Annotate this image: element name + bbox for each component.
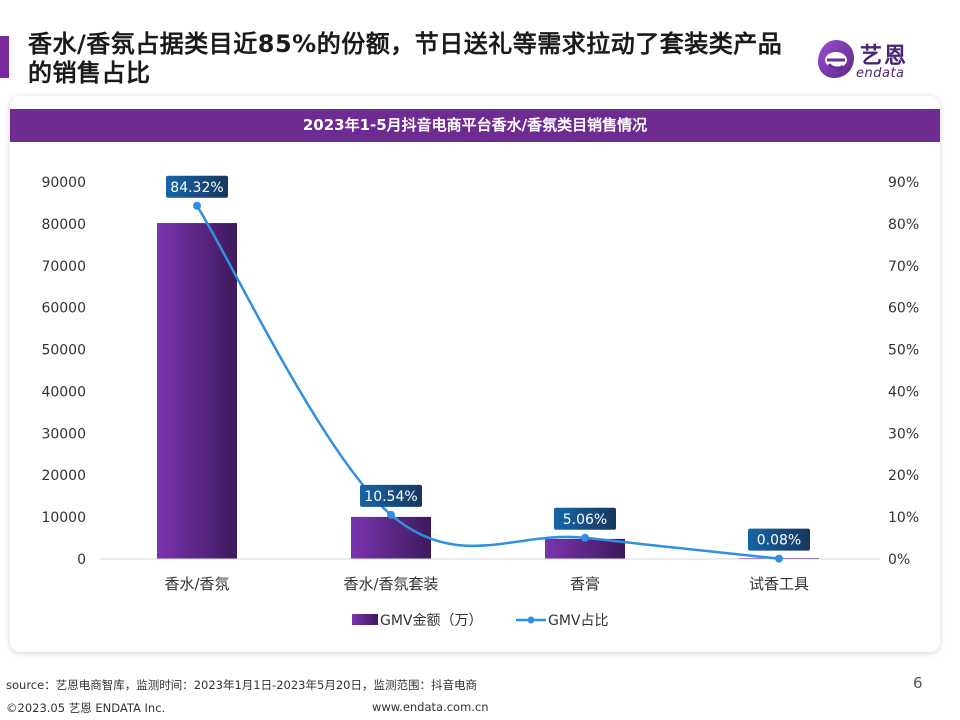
line-series-points bbox=[193, 201, 783, 563]
data-label-box bbox=[554, 507, 616, 530]
x-tick-label: 香水/香氛套装 bbox=[343, 575, 438, 593]
y2-tick-label: 80% bbox=[888, 217, 919, 233]
data-label-box bbox=[360, 484, 422, 507]
chart-title: 2023年1-5月抖音电商平台香水/香氛类目销售情况 bbox=[10, 109, 940, 142]
y-tick-label: 60000 bbox=[41, 301, 86, 317]
y2-tick-label: 40% bbox=[888, 384, 919, 400]
legend-bar-label: GMV金额（万） bbox=[380, 613, 483, 629]
y2-tick-label: 10% bbox=[888, 510, 919, 526]
x-tick-label: 试香工具 bbox=[749, 575, 809, 593]
title-accent-bar bbox=[0, 36, 9, 78]
bar bbox=[157, 223, 237, 559]
y2-tick-label: 30% bbox=[888, 426, 919, 442]
footer-url[interactable]: www.endata.com.cn bbox=[372, 700, 489, 714]
line-point bbox=[581, 533, 589, 542]
data-label-box bbox=[166, 175, 228, 198]
y-tick-label: 50000 bbox=[41, 343, 86, 359]
data-labels: 84.32% 10.54% 5.06% 0.08% bbox=[166, 175, 810, 551]
data-label: 5.06% bbox=[563, 512, 607, 528]
legend-bar-swatch bbox=[352, 614, 378, 625]
line-series-path bbox=[195, 205, 780, 560]
logo-mark-icon bbox=[818, 40, 854, 78]
legend-line-label: GMV占比 bbox=[548, 613, 609, 629]
y-axis-right: 0% 10% 20% 30% 40% 50% 60% 70% 80% 90% bbox=[888, 175, 919, 568]
footer-copyright: ©2023.05 艺恩 ENDATA Inc. bbox=[6, 701, 166, 715]
y-tick-label: 80000 bbox=[41, 217, 86, 233]
y-tick-label: 20000 bbox=[41, 468, 86, 484]
logo-subtitle: endata bbox=[856, 66, 905, 81]
y2-tick-label: 50% bbox=[888, 343, 919, 359]
y-tick-label: 0 bbox=[77, 552, 86, 568]
y-axis-left: 0 10000 20000 30000 40000 50000 60000 70000 8000… bbox=[41, 175, 86, 568]
y-tick-label: 40000 bbox=[41, 384, 86, 400]
x-axis-labels: 香水/香氛 香水/香氛套装 香膏 试香工具 bbox=[164, 575, 809, 593]
data-label: 10.54% bbox=[364, 489, 417, 505]
x-tick-label: 香水/香氛 bbox=[164, 575, 229, 593]
logo-name: 艺恩 bbox=[860, 44, 909, 69]
y-tick-label: 90000 bbox=[41, 175, 86, 191]
data-label: 84.32% bbox=[170, 180, 223, 196]
data-label-box bbox=[748, 528, 810, 551]
y-tick-label: 30000 bbox=[41, 426, 86, 442]
logo: 艺恩 endata bbox=[816, 36, 936, 86]
y2-tick-label: 0% bbox=[888, 552, 910, 568]
line-point bbox=[387, 510, 395, 519]
bar-series bbox=[157, 223, 819, 559]
footer-source: source：艺恩电商智库，监测时间：2023年1月1日-2023年5月20日，… bbox=[6, 678, 477, 692]
bar bbox=[351, 516, 431, 559]
y-tick-label: 10000 bbox=[41, 510, 86, 526]
bar bbox=[545, 538, 625, 559]
data-label: 0.08% bbox=[757, 533, 801, 549]
y2-tick-label: 20% bbox=[888, 468, 919, 484]
y2-tick-label: 60% bbox=[888, 301, 919, 317]
legend-line-marker bbox=[527, 616, 535, 624]
legend: GMV金额（万） GMV占比 bbox=[352, 613, 609, 629]
page-number: 6 bbox=[913, 674, 923, 692]
line-point bbox=[775, 554, 783, 563]
y-tick-label: 70000 bbox=[41, 259, 86, 275]
y2-tick-label: 90% bbox=[888, 175, 919, 191]
line-point bbox=[193, 201, 201, 210]
x-tick-label: 香膏 bbox=[570, 575, 600, 593]
page-title: 香水/香氛占据类目近85%的份额，节日送礼等需求拉动了套装类产品的销售占比 bbox=[28, 30, 783, 87]
y2-tick-label: 70% bbox=[888, 259, 919, 275]
